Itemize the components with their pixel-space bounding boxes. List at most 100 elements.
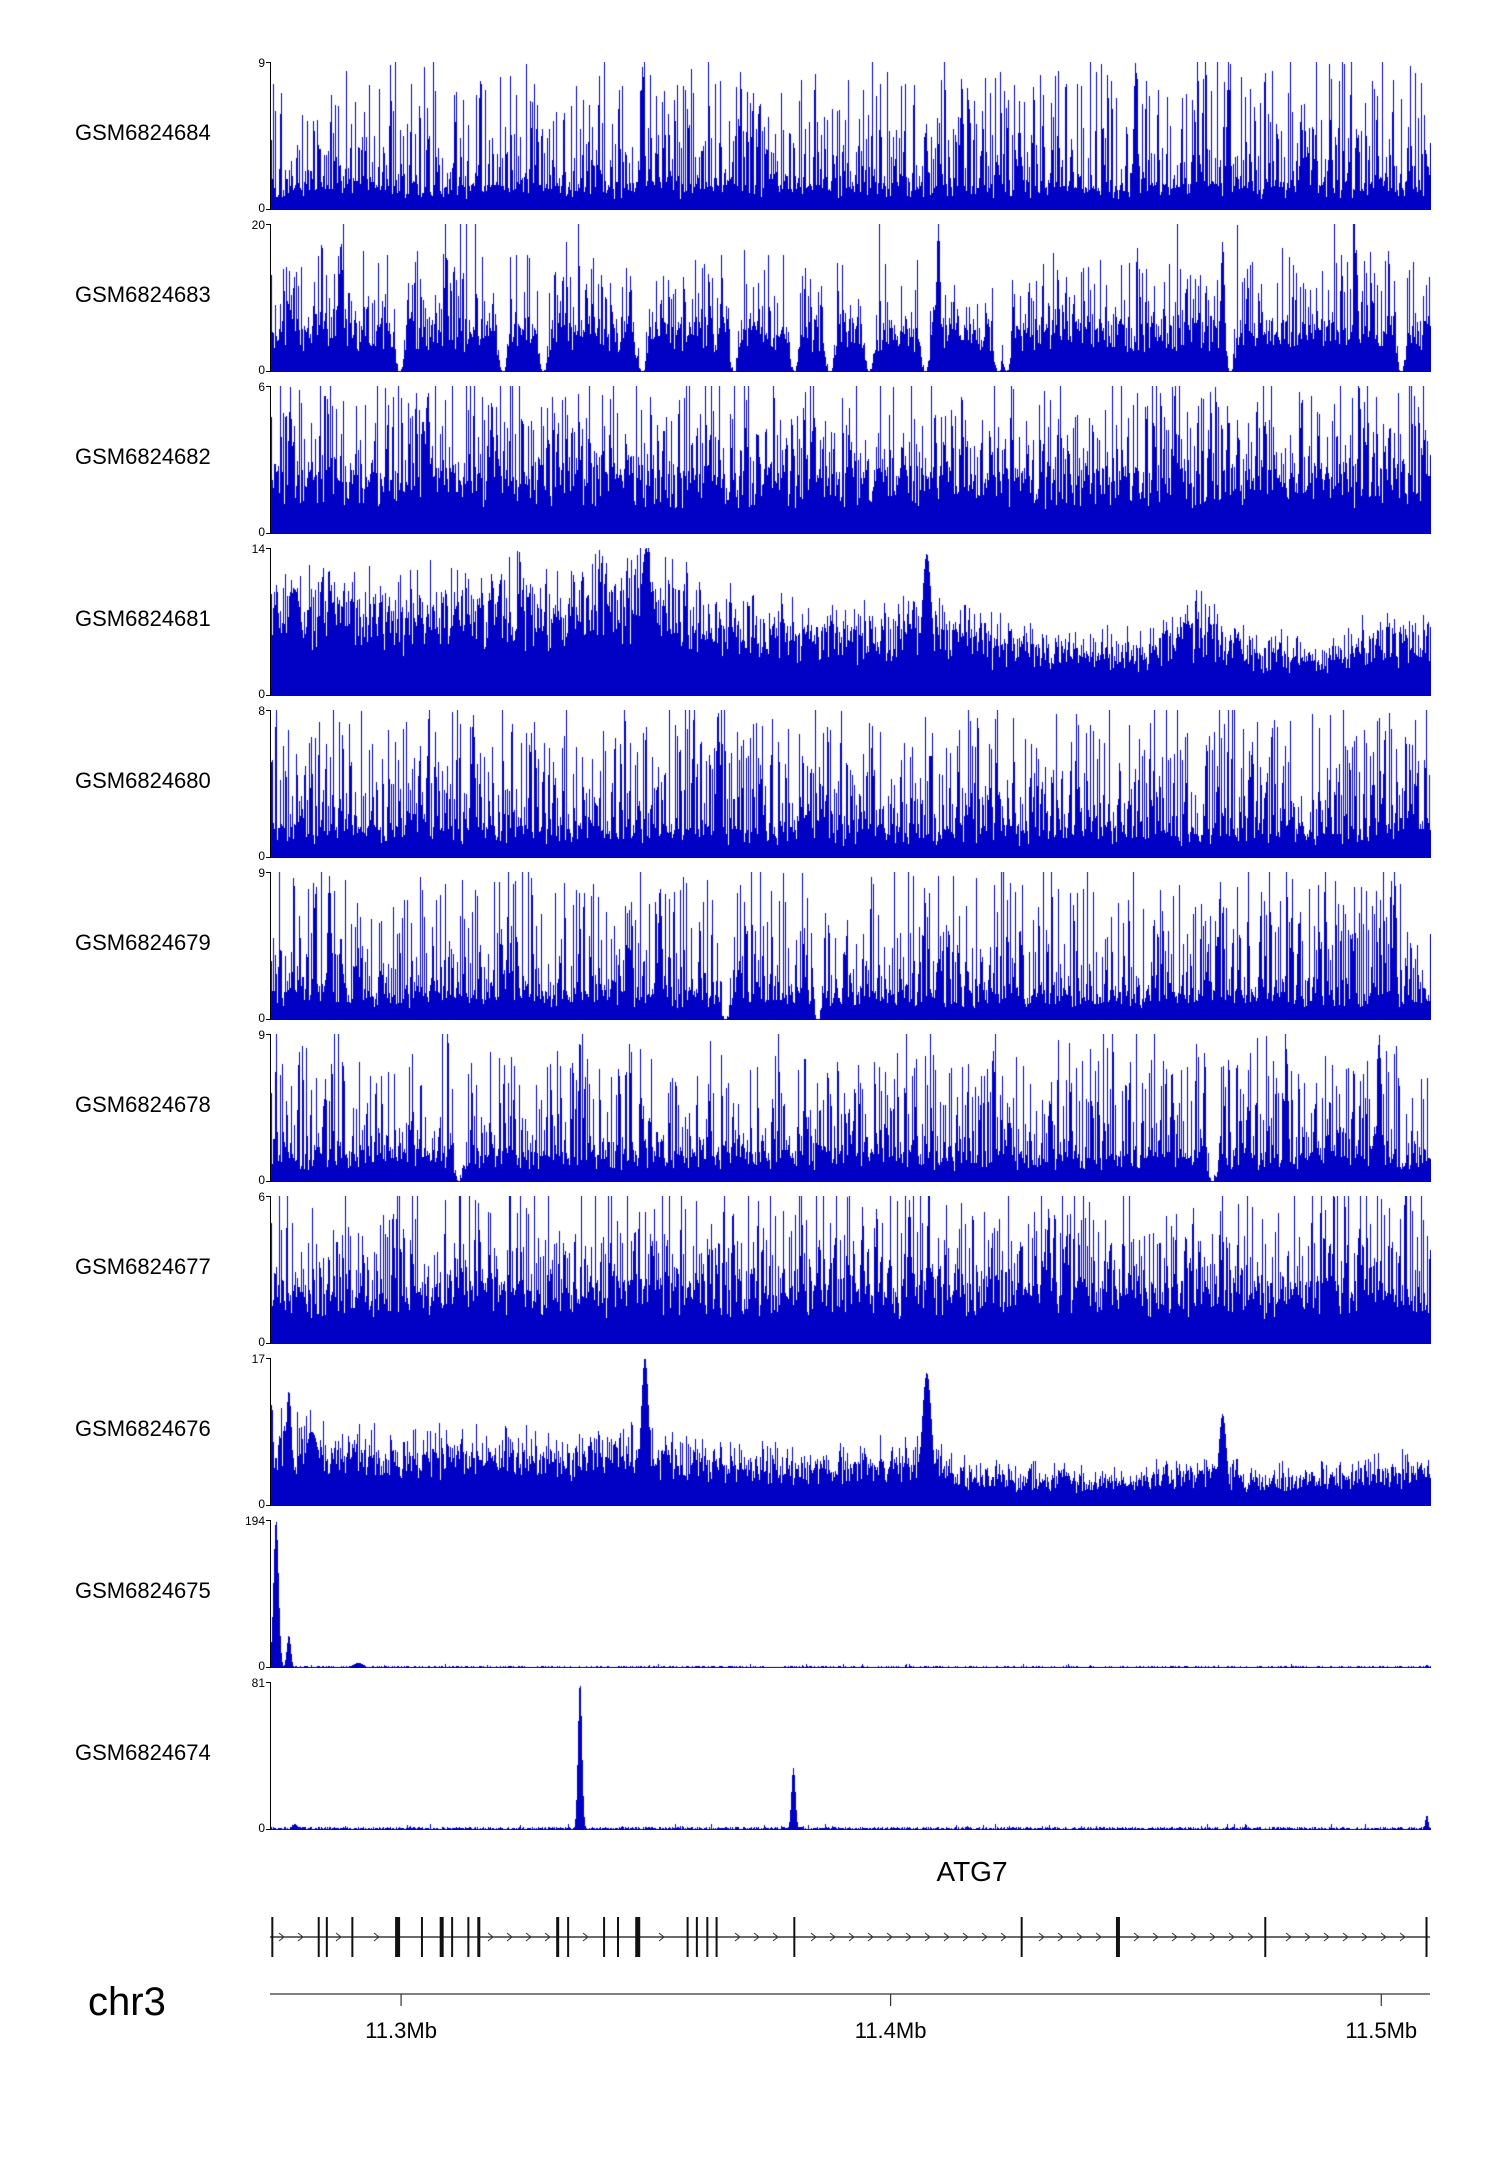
strand-arrow-icon bbox=[1323, 1932, 1330, 1942]
tracks-container: GSM6824684 9 0 GSM6824683 20 0 GSM682468… bbox=[0, 57, 1500, 1844]
strand-arrow-icon bbox=[810, 1932, 817, 1942]
track-row: GSM6824681 14 0 bbox=[0, 543, 1500, 710]
track-row: GSM6824676 17 0 bbox=[0, 1353, 1500, 1520]
ruler-tick-label: 11.5Mb bbox=[1345, 2018, 1417, 2043]
track-sample-label: GSM6824675 bbox=[75, 1578, 211, 1603]
track-row: GSM6824682 6 0 bbox=[0, 381, 1500, 548]
exon bbox=[395, 1917, 401, 1957]
track-row: GSM6824674 81 0 bbox=[0, 1677, 1500, 1844]
strand-arrow-icon bbox=[506, 1932, 513, 1942]
coverage-signal-canvas bbox=[271, 1520, 1431, 1668]
track-plot-area: 17 0 bbox=[252, 1353, 1432, 1510]
chromosome-label: chr3 bbox=[88, 1980, 166, 2024]
coverage-signal-canvas bbox=[271, 1034, 1431, 1182]
coverage-signal-canvas bbox=[271, 1358, 1431, 1506]
strand-arrow-icon bbox=[734, 1932, 741, 1942]
exon bbox=[420, 1917, 423, 1957]
strand-arrow-icon bbox=[1380, 1932, 1387, 1942]
strand-arrow-icon bbox=[1190, 1932, 1197, 1942]
exon bbox=[1264, 1917, 1267, 1957]
exon bbox=[317, 1917, 320, 1957]
track-plot-area: 6 0 bbox=[258, 381, 1432, 538]
track-ymax-label: 6 bbox=[258, 380, 265, 394]
ruler-tick-label: 11.3Mb bbox=[365, 2018, 437, 2043]
track-sample-label: GSM6824680 bbox=[75, 768, 211, 793]
strand-arrow-icon bbox=[905, 1932, 912, 1942]
strand-arrow-icon bbox=[1152, 1932, 1159, 1942]
strand-arrow-icon bbox=[943, 1932, 950, 1942]
strand-arrow-icon bbox=[525, 1932, 532, 1942]
track-ymax-label: 17 bbox=[251, 1352, 265, 1366]
exon bbox=[635, 1917, 641, 1957]
strand-arrow-icon bbox=[1342, 1932, 1349, 1942]
track-ymax-label: 194 bbox=[244, 1514, 265, 1528]
strand-arrow-icon bbox=[753, 1932, 760, 1942]
strand-arrow-icon bbox=[487, 1932, 494, 1942]
track-yzero-label: 0 bbox=[258, 1335, 265, 1349]
track-yzero-label: 0 bbox=[258, 687, 265, 701]
track-yzero-label: 0 bbox=[258, 1821, 265, 1835]
coverage-signal-canvas bbox=[271, 548, 1431, 696]
strand-arrow-icon bbox=[848, 1932, 855, 1942]
exon bbox=[793, 1917, 796, 1957]
strand-arrow-icon bbox=[1095, 1932, 1102, 1942]
track-plot-area: 194 0 bbox=[245, 1515, 1432, 1672]
track-row: GSM6824678 9 0 bbox=[0, 1029, 1500, 1196]
strand-arrow-icon bbox=[924, 1932, 931, 1942]
exon bbox=[603, 1917, 606, 1957]
track-row: GSM6824684 9 0 bbox=[0, 57, 1500, 224]
track-sample-label: GSM6824682 bbox=[75, 444, 211, 469]
track-ymax-label: 81 bbox=[251, 1676, 265, 1690]
exon bbox=[1425, 1917, 1428, 1957]
track-ymax-label: 8 bbox=[258, 704, 265, 718]
strand-arrow-icon bbox=[1076, 1932, 1083, 1942]
strand-arrow-icon bbox=[1000, 1932, 1007, 1942]
strand-arrow-icon bbox=[867, 1932, 874, 1942]
exon bbox=[477, 1917, 481, 1957]
track-sample-label: GSM6824684 bbox=[75, 120, 211, 145]
exon bbox=[706, 1917, 709, 1957]
track-sample-label: GSM6824681 bbox=[75, 606, 211, 631]
exon bbox=[567, 1917, 570, 1957]
track-ymax-label: 20 bbox=[251, 218, 265, 232]
coverage-signal-canvas bbox=[271, 1682, 1431, 1830]
track-ymax-label: 9 bbox=[258, 1028, 265, 1042]
exon bbox=[325, 1917, 328, 1957]
coverage-signal-canvas bbox=[271, 1196, 1431, 1344]
strand-arrow-icon bbox=[829, 1932, 836, 1942]
track-yzero-label: 0 bbox=[258, 201, 265, 215]
track-yzero-label: 0 bbox=[258, 1659, 265, 1673]
strand-arrow-icon bbox=[582, 1932, 589, 1942]
gene-model-diagram bbox=[270, 1917, 1430, 1957]
exon bbox=[451, 1917, 454, 1957]
strand-arrow-icon bbox=[1285, 1932, 1292, 1942]
coverage-signal-canvas bbox=[271, 872, 1431, 1020]
coverage-signal-canvas bbox=[271, 386, 1431, 534]
strand-arrow-icon bbox=[335, 1932, 342, 1942]
track-plot-area: 9 0 bbox=[258, 57, 1432, 214]
strand-arrow-icon bbox=[297, 1932, 304, 1942]
strand-arrow-icon bbox=[1057, 1932, 1064, 1942]
strand-arrow-icon bbox=[886, 1932, 893, 1942]
exon bbox=[715, 1917, 718, 1957]
strand-arrow-icon bbox=[962, 1932, 969, 1942]
track-ymax-label: 6 bbox=[258, 1190, 265, 1204]
track-plot-area: 81 0 bbox=[252, 1677, 1432, 1834]
exon bbox=[271, 1917, 274, 1957]
strand-arrow-icon bbox=[1038, 1932, 1045, 1942]
strand-arrow-icon bbox=[658, 1932, 665, 1942]
strand-arrow-icon bbox=[981, 1932, 988, 1942]
strand-arrow-icon bbox=[1399, 1932, 1406, 1942]
track-sample-label: GSM6824677 bbox=[75, 1254, 211, 1279]
strand-arrow-icon bbox=[1209, 1932, 1216, 1942]
ruler-tick-label: 11.4Mb bbox=[855, 2018, 927, 2043]
track-sample-label: GSM6824683 bbox=[75, 282, 211, 307]
track-sample-label: GSM6824678 bbox=[75, 1092, 211, 1117]
strand-arrow-icon bbox=[772, 1932, 779, 1942]
track-yzero-label: 0 bbox=[258, 1011, 265, 1025]
strand-arrow-icon bbox=[373, 1932, 380, 1942]
track-plot-area: 9 0 bbox=[258, 867, 1432, 1024]
track-yzero-label: 0 bbox=[258, 1173, 265, 1187]
exon bbox=[467, 1917, 470, 1957]
